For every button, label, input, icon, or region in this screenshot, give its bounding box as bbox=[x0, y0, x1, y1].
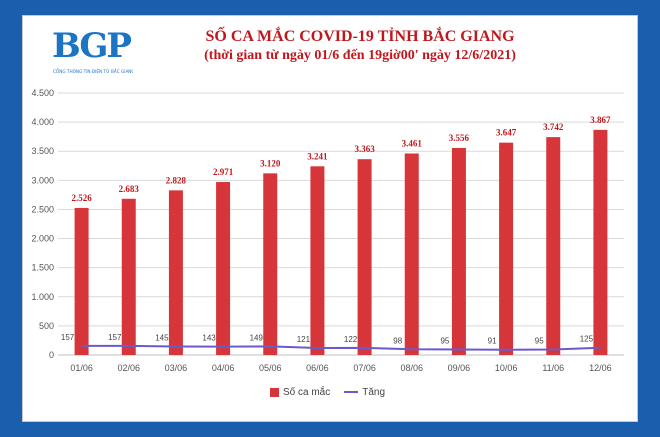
y-tick-label: 3.000 bbox=[31, 175, 54, 185]
line-data-label: 157 bbox=[61, 333, 75, 342]
bar bbox=[357, 159, 372, 355]
bar bbox=[451, 147, 466, 355]
line-data-label: 121 bbox=[297, 335, 311, 344]
bar-data-label: 2.683 bbox=[119, 184, 140, 194]
bgp-logo: BGP CỔNG THÔNG TIN ĐIỆN TỬ BẮC GIANG bbox=[52, 28, 134, 78]
x-tick-label: 10/06 bbox=[495, 363, 518, 373]
x-tick-label: 06/06 bbox=[306, 363, 329, 373]
bar-data-label: 2.526 bbox=[71, 193, 92, 203]
x-tick-label: 09/06 bbox=[448, 363, 471, 373]
y-tick-label: 1.500 bbox=[31, 263, 54, 273]
legend: Số ca mắc Tăng bbox=[270, 385, 385, 399]
x-tick-label: 07/06 bbox=[353, 363, 376, 373]
bar-data-label: 2.828 bbox=[166, 175, 187, 185]
y-tick-label: 500 bbox=[39, 321, 54, 331]
y-tick-label: 2.000 bbox=[31, 234, 54, 244]
line-data-label: 91 bbox=[488, 337, 497, 346]
legend-item-cases: Số ca mắc bbox=[270, 387, 330, 398]
y-tick-label: 1.000 bbox=[31, 292, 54, 302]
bar-data-label: 3.647 bbox=[496, 128, 517, 138]
line-data-label: 149 bbox=[250, 333, 264, 342]
bar-data-label: 3.556 bbox=[449, 133, 470, 143]
bar-data-label: 3.120 bbox=[260, 158, 281, 168]
bar bbox=[263, 173, 278, 355]
y-tick-label: 0 bbox=[49, 350, 54, 360]
line-data-label: 95 bbox=[535, 336, 544, 345]
chart-subtitle: (thời gian từ ngày 01/6 đến 19giờ00' ngà… bbox=[204, 48, 516, 63]
line-data-label: 98 bbox=[393, 336, 402, 345]
legend-label-increase: Tăng bbox=[362, 386, 386, 398]
x-tick-label: 02/06 bbox=[117, 363, 140, 373]
x-tick-label: 12/06 bbox=[589, 363, 612, 373]
bar-data-label: 2.971 bbox=[213, 167, 234, 177]
bar bbox=[74, 207, 89, 355]
bar-data-label: 3.363 bbox=[354, 144, 375, 154]
bar bbox=[593, 129, 608, 355]
bar bbox=[546, 137, 561, 355]
increase-line bbox=[81, 344, 601, 351]
line-data-label: 145 bbox=[155, 334, 169, 343]
chart-title: SỐ CA MẮC COVID-19 TỈNH BẮC GIANG bbox=[205, 28, 515, 45]
legend-item-increase: Tăng bbox=[344, 387, 385, 398]
line-data-label: 125 bbox=[580, 335, 594, 344]
legend-bar-swatch bbox=[270, 387, 279, 397]
line-data-label: 143 bbox=[202, 334, 216, 343]
x-tick-label: 05/06 bbox=[259, 363, 282, 373]
legend-label-cases: Số ca mắc bbox=[283, 386, 331, 398]
bar bbox=[168, 190, 183, 355]
bar bbox=[499, 142, 514, 355]
logo-subtext: CỔNG THÔNG TIN ĐIỆN TỬ BẮC GIANG bbox=[53, 69, 133, 74]
bar bbox=[216, 182, 231, 355]
legend-line-swatch bbox=[344, 391, 359, 393]
x-tick-label: 04/06 bbox=[212, 363, 235, 373]
bar bbox=[121, 198, 136, 355]
logo-text: BGP bbox=[52, 26, 132, 66]
y-tick-label: 4.500 bbox=[31, 88, 54, 98]
bar bbox=[404, 153, 419, 355]
x-tick-label: 03/06 bbox=[165, 363, 188, 373]
y-tick-label: 3.500 bbox=[31, 146, 54, 156]
bar-data-label: 3.867 bbox=[590, 115, 611, 125]
bar bbox=[310, 166, 325, 355]
bar-data-label: 3.742 bbox=[543, 122, 564, 132]
x-tick-label: 08/06 bbox=[400, 363, 423, 373]
line-data-label: 95 bbox=[440, 336, 449, 345]
bar-data-label: 3.461 bbox=[402, 138, 423, 148]
y-tick-label: 4.000 bbox=[31, 117, 54, 127]
y-tick-label: 2.500 bbox=[31, 204, 54, 214]
bar-data-label: 3.241 bbox=[307, 151, 328, 161]
x-tick-label: 01/06 bbox=[70, 363, 93, 373]
line-data-label: 157 bbox=[108, 333, 122, 342]
line-data-label: 122 bbox=[344, 335, 358, 344]
x-tick-label: 11/06 bbox=[542, 363, 564, 373]
